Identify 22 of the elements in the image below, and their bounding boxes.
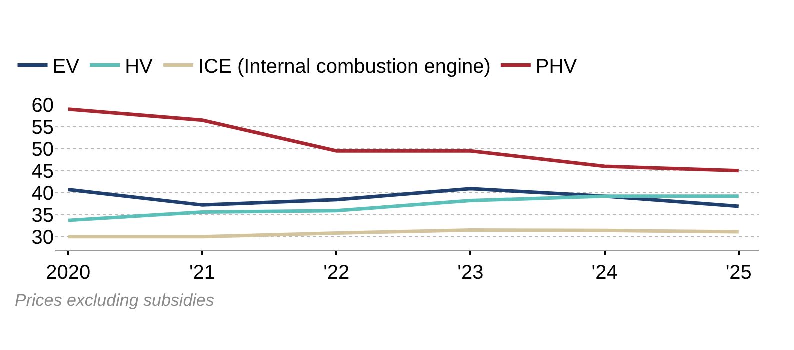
x-tick-label: '25 (726, 262, 752, 284)
text: Prices excluding subsidies (15, 291, 215, 310)
legend-label: HV (125, 56, 154, 78)
y-tick-label: 55 (32, 116, 54, 139)
y-tick-label: 40 (32, 182, 54, 205)
y-tick-label: 60 (32, 95, 54, 117)
legend-label: PHV (536, 56, 578, 78)
y-tick-label: 30 (32, 226, 54, 249)
x-tick-label: '22 (324, 262, 350, 284)
y-tick-label: 35 (32, 204, 54, 227)
x-tick-label: 2020 (46, 262, 91, 284)
x-tick-label: '24 (592, 262, 618, 284)
y-tick-label: 50 (32, 138, 54, 161)
line-series (66, 194, 741, 222)
y-tick-label: 45 (32, 160, 54, 183)
x-tick-label: '23 (458, 262, 484, 284)
line-series (66, 228, 741, 239)
legend-label: EV (52, 56, 80, 78)
line-series (66, 108, 741, 173)
x-tick-label: '21 (189, 262, 216, 284)
line-series (66, 187, 741, 208)
legend-label: ICE (Internal combustion engine) (198, 56, 491, 78)
